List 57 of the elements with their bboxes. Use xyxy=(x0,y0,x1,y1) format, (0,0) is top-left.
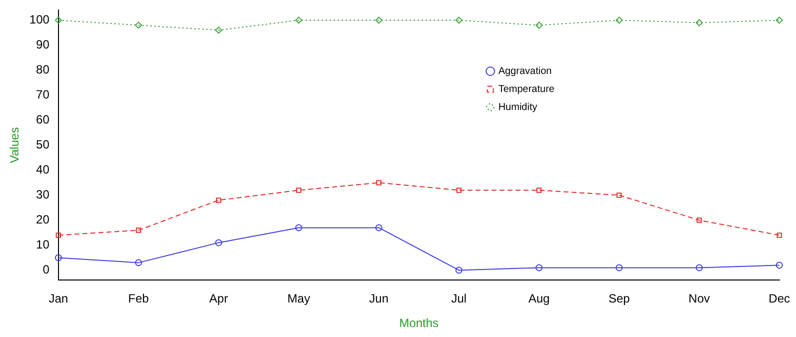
y-tick-label: 10 xyxy=(36,238,50,252)
x-tick-label: Nov xyxy=(688,292,710,306)
point xyxy=(776,16,783,24)
point xyxy=(616,264,623,272)
point xyxy=(536,22,543,29)
x-tick-label: Jun xyxy=(369,292,389,306)
x-tick-label: Dec xyxy=(768,292,790,306)
point xyxy=(295,224,302,232)
y-tick-label: 30 xyxy=(36,188,50,202)
y-tick-label: 20 xyxy=(36,212,50,227)
x-tick-label: May xyxy=(287,292,310,306)
x-axis-title: Months xyxy=(399,316,439,330)
point xyxy=(215,239,222,246)
point xyxy=(56,232,62,238)
point xyxy=(296,188,302,193)
y-tick-label: 50 xyxy=(36,138,50,152)
point xyxy=(375,224,382,232)
point xyxy=(136,228,142,233)
y-tick-label: 80 xyxy=(36,62,50,77)
point xyxy=(376,180,382,186)
y-tick-label: 70 xyxy=(36,88,50,102)
point xyxy=(696,264,703,272)
legend-label: Aggravation xyxy=(498,66,552,77)
y-tick-label: 0 xyxy=(42,262,50,277)
y-tick-label: 90 xyxy=(36,38,50,52)
point xyxy=(135,22,142,29)
point xyxy=(536,264,543,272)
y-tick-label: 40 xyxy=(36,162,50,177)
y-axis-title: Values xyxy=(8,127,22,164)
point xyxy=(696,19,703,26)
point xyxy=(536,188,542,193)
point xyxy=(456,188,462,193)
x-tick-label: Aug xyxy=(528,292,550,306)
point xyxy=(295,16,302,24)
x-tick-label: Feb xyxy=(128,292,150,306)
point xyxy=(455,266,462,274)
point xyxy=(776,262,783,269)
point xyxy=(215,26,222,34)
y-tick-label: 100 xyxy=(29,12,50,27)
y-tick-label: 60 xyxy=(36,112,50,127)
legend-label: Humidity xyxy=(498,102,538,113)
point xyxy=(455,16,462,24)
point xyxy=(375,16,382,24)
line-series xyxy=(56,180,782,238)
point xyxy=(616,16,623,24)
point xyxy=(54,254,62,262)
point xyxy=(616,192,622,198)
point xyxy=(776,232,782,238)
x-tick-label: Jan xyxy=(48,292,68,306)
point xyxy=(135,259,142,266)
point xyxy=(696,218,702,223)
point xyxy=(54,16,62,24)
x-tick-label: Jul xyxy=(451,292,467,306)
legend-label: Temperature xyxy=(498,84,555,95)
x-tick-label: Sep xyxy=(608,292,630,306)
x-tick-label: Apr xyxy=(209,292,228,306)
point xyxy=(216,198,222,203)
